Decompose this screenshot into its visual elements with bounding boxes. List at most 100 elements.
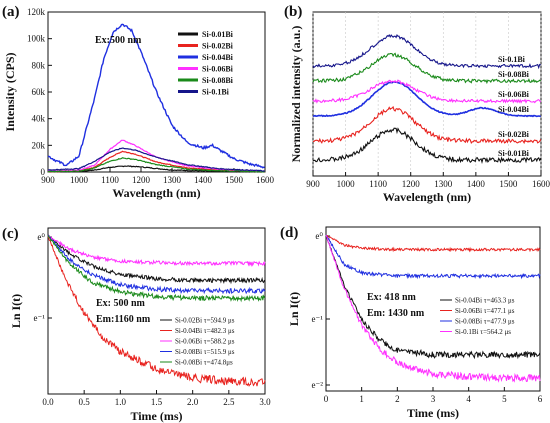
panel-c-decay-500nm: 0.0 0.5 1.0 1.5 2.0 2.5 3.0 e⁰ e⁻¹ Si-0.02Bi τ=59… xyxy=(2,226,271,423)
panel-b-series-line xyxy=(313,105,542,145)
panel-a-letter: (a) xyxy=(2,4,20,20)
panel-c-series-line xyxy=(47,235,266,285)
panel-a-emission-spectra: 900 1000 1100 1200 1300 1400 1500 1600 0 20k 40k 60… xyxy=(2,4,275,200)
panel-c-ytick-label: e⁻¹ xyxy=(34,313,46,323)
panel-b-xtick-label: 1300 xyxy=(434,179,453,189)
panel-d-xtick-label: 0 xyxy=(324,394,329,404)
panel-d-ytick-label: e⁰ xyxy=(315,231,323,241)
panel-a-ytick-label: 80k xyxy=(32,60,46,70)
panel-a-xtick-label: 900 xyxy=(41,175,55,185)
panel-d-legend-label: Si-0.06Bi τ=477.1 μs xyxy=(455,307,515,315)
panel-b-series-line xyxy=(312,52,542,85)
panel-a-legend-label: Si-0.01Bi xyxy=(202,30,234,39)
panel-b-xtick-label: 1100 xyxy=(369,179,387,189)
panel-c-xtick-label: 2.0 xyxy=(187,397,199,407)
panel-b-xtick-label: 1600 xyxy=(532,179,550,189)
panel-a-ytick-label: 0 xyxy=(41,167,46,177)
panel-b-series-label: Si-0.06Bi xyxy=(498,90,530,99)
panel-d-legend-label: Si-0.1Bi τ=564.2 μs xyxy=(455,328,511,336)
panel-b-series-label: Si-0.08Bi xyxy=(498,70,530,79)
panel-a-xtick-label: 1300 xyxy=(163,175,182,185)
panel-c-xtick-label: 0.0 xyxy=(42,397,54,407)
panel-a-ytick-label: 120k xyxy=(27,7,46,17)
panel-d-xlabel: Time (ms) xyxy=(407,406,459,420)
panel-b-series-label: Si-0.04Bi xyxy=(498,105,530,114)
panel-b-normalized-spectra: 900 1000 1100 1200 1300 1400 1500 1600 Si-0.01Bi… xyxy=(284,4,550,204)
panel-a-legend-label: Si-0.04Bi xyxy=(202,53,234,62)
panel-c-xlabel: Time (ms) xyxy=(130,409,182,423)
panel-c-series-line xyxy=(47,234,266,295)
panel-b-series-line xyxy=(312,127,542,164)
panel-a-ytick-label: 100k xyxy=(27,34,46,44)
panel-c-series-line xyxy=(47,235,266,303)
panel-c-letter: (c) xyxy=(2,226,19,242)
panel-d-decay-418nm: 0 1 2 3 4 5 6 e⁰ e⁻¹ e⁻² Si-0.04Bi τ=463.3 μs Si-0.… xyxy=(280,225,543,420)
panel-a-ytick-label: 20k xyxy=(32,140,46,150)
panel-d-ytick-label: e⁻² xyxy=(312,380,324,390)
panel-b-xtick-label: 1400 xyxy=(467,179,486,189)
panel-b-series-line xyxy=(312,33,541,70)
panel-b-frame xyxy=(312,11,542,177)
panel-a-series-line xyxy=(47,157,266,173)
panel-b-series-line xyxy=(312,80,541,118)
panel-c-series-line xyxy=(47,236,266,387)
panel-a-legend-label: Si-0.1Bi xyxy=(202,88,230,97)
panel-d-legend-label: Si-0.08Bi τ=477.9 μs xyxy=(455,318,515,326)
panel-a-series-line xyxy=(47,23,265,169)
panel-d-xtick-label: 6 xyxy=(538,394,543,404)
panel-b-xtick-label: 900 xyxy=(306,179,320,189)
panel-a-xtick-label: 1600 xyxy=(256,175,275,185)
panel-a-xtick-label: 1200 xyxy=(132,175,151,185)
panel-a-annotation: Ex:500 nm xyxy=(95,35,142,46)
panel-c-legend-label: Si-0.02Bi τ=594.9 μs xyxy=(175,317,235,325)
panel-d-xtick-label: 5 xyxy=(502,394,507,404)
panel-d-annotation: Ex: 418 nm xyxy=(367,292,417,303)
panel-d-series-line xyxy=(325,234,541,360)
panel-a-series-line xyxy=(47,139,265,173)
panel-c-xtick-label: 1.0 xyxy=(115,397,127,407)
panel-b-ylabel: Normalized intensity (a.u.) xyxy=(289,26,303,163)
panel-c-annotation: Em:1160 nm xyxy=(96,314,151,325)
panel-a-legend-label: Si-0.02Bi xyxy=(202,42,234,51)
panel-c-legend-label: Si-0.06Bi τ=588.2 μs xyxy=(175,338,235,346)
panel-a-legend-label: Si-0.06Bi xyxy=(202,65,234,74)
panel-d-ytick-label: e⁻¹ xyxy=(312,314,324,324)
panel-c-ylabel: Ln I(t) xyxy=(9,294,23,328)
panel-d-xtick-label: 3 xyxy=(431,394,436,404)
panel-d-legend-label: Si-0.04Bi τ=463.3 μs xyxy=(455,297,515,305)
panel-d-series-line xyxy=(325,234,541,280)
panel-c-xtick-label: 2.5 xyxy=(223,397,235,407)
panel-d-annotation: Em: 1430 nm xyxy=(367,308,425,319)
panel-c-annotation: Ex: 500 nm xyxy=(96,298,146,309)
panel-d-xtick-label: 4 xyxy=(466,394,471,404)
panel-a-ytick-label: 40k xyxy=(32,114,46,124)
panel-b-xtick-label: 1000 xyxy=(337,179,356,189)
panel-a-ylabel: Intensity (CPS) xyxy=(3,52,17,131)
panel-d-xtick-label: 1 xyxy=(359,394,364,404)
panel-c-legend-label: Si-0.08Bi τ=515.9 μs xyxy=(175,348,235,356)
panel-c-xtick-label: 0.5 xyxy=(79,397,91,407)
panel-d-series-line xyxy=(325,235,541,383)
panel-a-series-line xyxy=(47,147,265,172)
panel-b-xtick-label: 1200 xyxy=(402,179,421,189)
panel-d-series-line xyxy=(325,234,541,253)
panel-a-ytick-label: 60k xyxy=(32,87,46,97)
panel-b-series-label: Si-0.02Bi xyxy=(498,130,530,139)
panel-c-ytick-label: e⁰ xyxy=(37,232,45,242)
panel-d-ylabel: Ln I(t) xyxy=(287,292,301,326)
panel-d-letter: (d) xyxy=(280,225,298,241)
panel-b-series-line xyxy=(312,79,542,104)
panel-a-xtick-label: 1400 xyxy=(194,175,213,185)
panel-a-xlabel: Wavelength (nm) xyxy=(112,186,200,200)
panel-c-series-line xyxy=(47,234,266,267)
panel-c-legend-label: Si-0.04Bi τ=482.3 μs xyxy=(175,327,235,335)
panel-d-xtick-label: 2 xyxy=(395,394,400,404)
panel-c-xtick-label: 3.0 xyxy=(259,397,271,407)
panel-b-series-label: Si-0.1Bi xyxy=(498,55,526,64)
panel-c-xtick-label: 1.5 xyxy=(151,397,163,407)
panel-c-legend-label: Si-0.08Bi τ=474.8μs xyxy=(175,359,233,367)
panel-b-letter: (b) xyxy=(284,4,302,20)
panel-a-xtick-label: 1100 xyxy=(101,175,119,185)
panel-b-xlabel: Wavelength (nm) xyxy=(383,190,471,204)
